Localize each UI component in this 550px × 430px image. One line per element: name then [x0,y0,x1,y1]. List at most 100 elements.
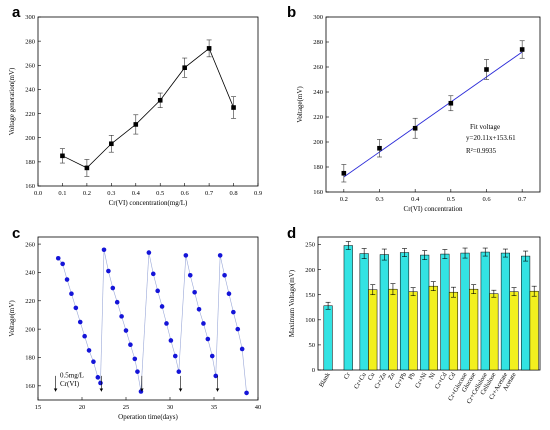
data-point [231,309,236,315]
data-point [128,342,133,348]
y-tick-label: 50 [309,342,316,349]
bar [379,254,389,371]
x-tick-label: 40 [255,404,262,411]
y-tick-label: 180 [25,159,35,166]
x-tick-label: 15 [35,404,42,411]
panel-letter-d: d [287,225,296,242]
data-point [82,333,87,339]
data-point [196,306,202,312]
y-tick-label: 160 [25,183,35,190]
dose-annotation: 0.5mg/L [60,371,84,379]
data-point [60,153,65,159]
x-tick-label: 25 [123,404,130,411]
y-tick-label: 160 [25,383,35,390]
y-tick-label: 240 [313,89,323,96]
data-point [187,272,193,278]
data-point [101,247,107,253]
y-tick-label: 220 [313,114,323,121]
fit-label: Fit voltage [470,123,500,131]
arrow-head [140,388,144,392]
data-point [60,261,65,267]
fit-r-squared: R²=0.9935 [466,147,496,155]
data-point [213,373,219,379]
x-tick-label: Cr+Cd [434,371,449,391]
x-tick-label: Cu [367,371,377,382]
y-tick-label: 220 [25,111,35,118]
data-point [84,165,90,171]
data-point [239,346,245,352]
y-tick-label: 280 [25,38,35,45]
data-point [69,291,74,296]
y-tick-label: 200 [305,267,315,274]
y-tick-label: 150 [305,292,315,299]
y-tick-label: 250 [305,242,315,249]
bar [323,305,333,371]
arrow-head [53,388,58,392]
bar [521,255,531,371]
y-axis-label: Voltage(mV) [296,86,304,123]
x-tick-label: 0.4 [411,196,420,203]
data-point [412,125,418,131]
data-point [341,170,347,176]
bar [448,291,459,371]
bar [428,285,438,371]
y-tick-label: 280 [313,39,323,46]
y-tick-label: 260 [25,241,35,248]
bar [460,252,470,371]
x-tick-label: 20 [79,404,86,411]
fit-equation: y=20.11x+153.61 [466,134,516,142]
data-point [132,356,138,362]
cycle-reset-line [100,249,105,383]
x-tick-label: 0.8 [229,190,237,197]
y-tick-label: 300 [313,14,323,21]
data-point [98,380,103,386]
data-point [183,253,189,258]
data-point [484,67,489,72]
data-point [110,285,116,291]
data-point [205,336,211,342]
data-point [155,288,160,294]
data-point [146,250,152,255]
plot-frame-a [37,16,259,187]
y-tick-label: 200 [25,135,35,142]
cycle-line [148,252,180,372]
arrow-head [178,388,183,392]
data-point [377,145,382,151]
y-tick-label: 100 [305,317,315,324]
data-point [182,65,187,70]
x-tick-label: 0.7 [518,196,527,203]
bar [359,253,369,371]
bar [469,288,479,371]
cycle-reset-line [140,252,150,392]
x-axis-label: Cr(VI) concentration [404,205,463,213]
y-tick-label: 260 [25,62,35,69]
x-axis-label: Cr(VI) concentration(mg/L) [109,199,188,207]
data-point [106,268,111,274]
data-point [244,390,249,396]
data-point [222,272,227,278]
bar [388,288,398,371]
data-point [150,271,156,277]
x-tick-label: 0.2 [340,196,348,203]
y-tick-label: 0 [312,367,315,374]
y-axis-label: Maximum Voltage(mV) [288,269,296,337]
panel-letter-b: b [287,4,296,21]
y-tick-label: 200 [313,139,323,146]
data-point [226,291,232,296]
data-point [217,253,223,258]
data-point [159,304,165,309]
bar [529,290,539,371]
data-point [176,369,182,374]
y-tick-label: 240 [25,87,35,94]
bar [399,252,410,371]
x-tick-label: Cr [343,371,353,381]
data-point [95,375,101,380]
plot-frame-b [325,16,541,193]
x-tick-label: Cr+Zn [373,371,388,390]
bar [440,253,450,371]
x-tick-label: 0.3 [107,190,115,197]
y-axis-label: Voltage(mV) [8,300,16,337]
x-tick-label: 0.5 [447,196,455,203]
data-point [109,141,114,147]
data-point [192,289,197,295]
